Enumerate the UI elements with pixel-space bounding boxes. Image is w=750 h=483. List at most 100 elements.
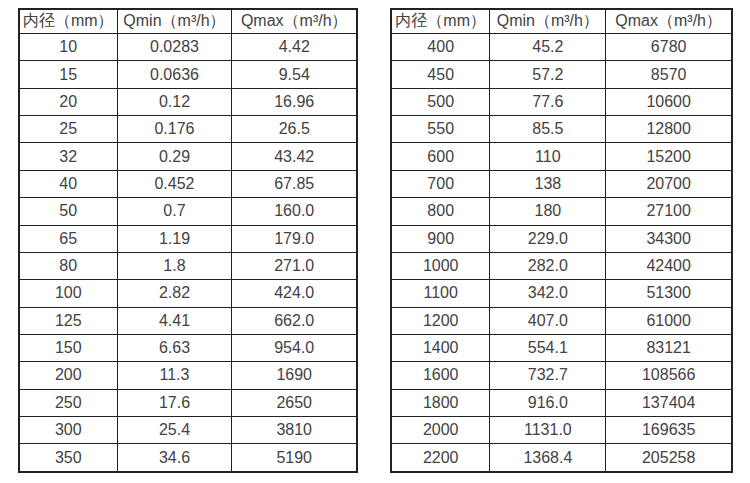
- table-cell: 12800: [606, 116, 732, 143]
- col-header-qmax: Qmax（m³/h）: [232, 9, 357, 34]
- table-cell: 800: [391, 198, 490, 225]
- table-row: 1600732.7108566: [391, 362, 732, 389]
- table-cell: 4.41: [117, 307, 232, 334]
- table-cell: 424.0: [232, 280, 357, 307]
- table-row: 55085.512800: [391, 116, 732, 143]
- table-cell: 51300: [606, 280, 732, 307]
- table-cell: 1368.4: [490, 444, 606, 472]
- table-cell: 282.0: [490, 252, 606, 279]
- table-cell: 1200: [391, 307, 490, 334]
- table-row: 200.1216.96: [19, 88, 357, 115]
- table-row: 1400554.183121: [391, 334, 732, 361]
- table-cell: 100: [19, 280, 117, 307]
- table-cell: 732.7: [490, 362, 606, 389]
- table-cell: 160.0: [232, 198, 357, 225]
- table-cell: 25.4: [117, 417, 232, 444]
- table-cell: 20: [19, 88, 117, 115]
- table-cell: 16.96: [232, 88, 357, 115]
- table-cell: 4.42: [232, 34, 357, 61]
- table-cell: 662.0: [232, 307, 357, 334]
- table-row: 40045.26780: [391, 34, 732, 61]
- table-cell: 6.63: [117, 334, 232, 361]
- table-cell: 83121: [606, 334, 732, 361]
- table-row: 20011.31690: [19, 362, 357, 389]
- table-cell: 300: [19, 417, 117, 444]
- table-row: 35034.65190: [19, 444, 357, 472]
- flow-table-large-diameters: 内径（mm） Qmin（m³/h） Qmax（m³/h） 40045.26780…: [390, 8, 733, 473]
- table-cell: 169635: [606, 417, 732, 444]
- table-cell: 342.0: [490, 280, 606, 307]
- table-cell: 3810: [232, 417, 357, 444]
- table-row: 500.7160.0: [19, 198, 357, 225]
- table-cell: 350: [19, 444, 117, 472]
- table-cell: 0.0636: [117, 61, 232, 88]
- table-cell: 43.42: [232, 143, 357, 170]
- table-cell: 954.0: [232, 334, 357, 361]
- table-cell: 271.0: [232, 252, 357, 279]
- table-cell: 85.5: [490, 116, 606, 143]
- table-cell: 150: [19, 334, 117, 361]
- tables-container: 内径（mm） Qmin（m³/h） Qmax（m³/h） 100.02834.4…: [18, 8, 733, 473]
- table-cell: 34300: [606, 225, 732, 252]
- table-cell: 40: [19, 170, 117, 197]
- table-cell: 916.0: [490, 389, 606, 416]
- table-cell: 1100: [391, 280, 490, 307]
- table-row: 1100342.051300: [391, 280, 732, 307]
- table-row: 70013820700: [391, 170, 732, 197]
- table-cell: 45.2: [490, 34, 606, 61]
- header-row: 内径（mm） Qmin（m³/h） Qmax（m³/h）: [391, 9, 732, 34]
- table-header: 内径（mm） Qmin（m³/h） Qmax（m³/h）: [19, 9, 357, 34]
- table-cell: 2650: [232, 389, 357, 416]
- table-cell: 700: [391, 170, 490, 197]
- table-row: 45057.28570: [391, 61, 732, 88]
- table-cell: 10: [19, 34, 117, 61]
- table-cell: 11.3: [117, 362, 232, 389]
- table-cell: 1.8: [117, 252, 232, 279]
- table-row: 150.06369.54: [19, 61, 357, 88]
- table-cell: 0.7: [117, 198, 232, 225]
- table-cell: 110: [490, 143, 606, 170]
- table-cell: 1600: [391, 362, 490, 389]
- table-cell: 77.6: [490, 88, 606, 115]
- table-cell: 179.0: [232, 225, 357, 252]
- table-cell: 0.176: [117, 116, 232, 143]
- table-body: 40045.2678045057.2857050077.61060055085.…: [391, 34, 732, 473]
- table-cell: 50: [19, 198, 117, 225]
- table-cell: 61000: [606, 307, 732, 334]
- table-cell: 500: [391, 88, 490, 115]
- table-cell: 407.0: [490, 307, 606, 334]
- table-row: 1800916.0137404: [391, 389, 732, 416]
- table-cell: 27100: [606, 198, 732, 225]
- table-cell: 229.0: [490, 225, 606, 252]
- table-cell: 108566: [606, 362, 732, 389]
- table-cell: 32: [19, 143, 117, 170]
- table-row: 1506.63954.0: [19, 334, 357, 361]
- table-row: 900229.034300: [391, 225, 732, 252]
- flow-spec-page: 内径（mm） Qmin（m³/h） Qmax（m³/h） 100.02834.4…: [0, 0, 750, 483]
- table-cell: 34.6: [117, 444, 232, 472]
- col-header-qmin: Qmin（m³/h）: [117, 9, 232, 34]
- header-row: 内径（mm） Qmin（m³/h） Qmax（m³/h）: [19, 9, 357, 34]
- table-row: 1000282.042400: [391, 252, 732, 279]
- table-cell: 1131.0: [490, 417, 606, 444]
- table-row: 320.2943.42: [19, 143, 357, 170]
- table-cell: 400: [391, 34, 490, 61]
- table-cell: 137404: [606, 389, 732, 416]
- table-cell: 5190: [232, 444, 357, 472]
- col-header-inner-diameter: 内径（mm）: [391, 9, 490, 34]
- table-cell: 550: [391, 116, 490, 143]
- table-row: 651.19179.0: [19, 225, 357, 252]
- table-cell: 205258: [606, 444, 732, 472]
- table-cell: 42400: [606, 252, 732, 279]
- table-cell: 65: [19, 225, 117, 252]
- table-cell: 67.85: [232, 170, 357, 197]
- table-cell: 26.5: [232, 116, 357, 143]
- table-cell: 8570: [606, 61, 732, 88]
- table-row: 400.45267.85: [19, 170, 357, 197]
- table-cell: 180: [490, 198, 606, 225]
- table-row: 801.8271.0: [19, 252, 357, 279]
- table-cell: 2000: [391, 417, 490, 444]
- table-cell: 138: [490, 170, 606, 197]
- table-cell: 1.19: [117, 225, 232, 252]
- table-cell: 80: [19, 252, 117, 279]
